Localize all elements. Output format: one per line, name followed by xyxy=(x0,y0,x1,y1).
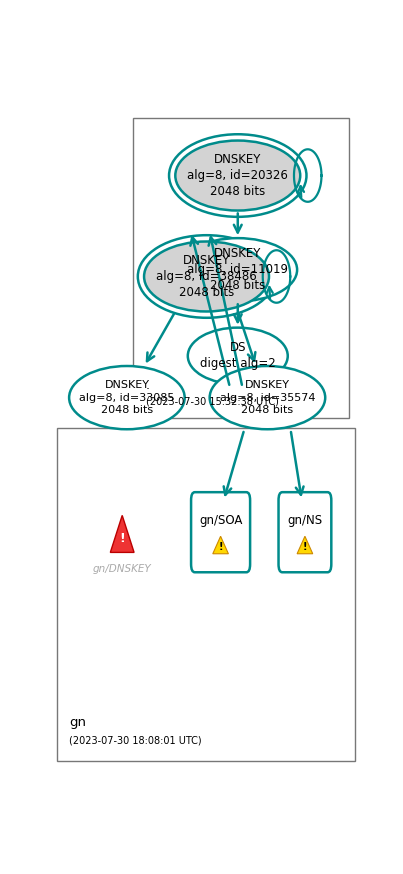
Text: DNSKEY
alg=8, id=20326
2048 bits: DNSKEY alg=8, id=20326 2048 bits xyxy=(187,153,288,198)
Text: gn: gn xyxy=(69,716,86,729)
Ellipse shape xyxy=(179,238,297,302)
Text: !: ! xyxy=(303,542,307,552)
Ellipse shape xyxy=(175,141,300,211)
Text: gn/SOA: gn/SOA xyxy=(199,514,242,527)
Text: .: . xyxy=(145,379,150,392)
FancyBboxPatch shape xyxy=(133,118,349,418)
FancyBboxPatch shape xyxy=(278,492,331,572)
Text: (2023-07-30 15:32:38 UTC): (2023-07-30 15:32:38 UTC) xyxy=(145,397,278,406)
Text: !: ! xyxy=(119,532,125,545)
Text: DS
digest alg=2: DS digest alg=2 xyxy=(200,342,276,371)
FancyBboxPatch shape xyxy=(56,428,355,761)
Text: DNSKEY
alg=8, id=11019
2048 bits: DNSKEY alg=8, id=11019 2048 bits xyxy=(187,247,288,292)
Text: (2023-07-30 18:08:01 UTC): (2023-07-30 18:08:01 UTC) xyxy=(69,736,202,746)
Text: gn/NS: gn/NS xyxy=(287,514,322,527)
Text: DNSKEY
alg=8, id=33085
2048 bits: DNSKEY alg=8, id=33085 2048 bits xyxy=(79,380,174,415)
FancyBboxPatch shape xyxy=(191,492,250,572)
Ellipse shape xyxy=(210,366,325,429)
Text: gn/DNSKEY: gn/DNSKEY xyxy=(93,565,152,574)
Ellipse shape xyxy=(188,328,288,385)
Ellipse shape xyxy=(144,241,269,311)
Text: !: ! xyxy=(218,542,223,552)
Ellipse shape xyxy=(69,366,185,429)
Polygon shape xyxy=(110,516,134,552)
Text: DNSKEY
alg=8, id=35574
2048 bits: DNSKEY alg=8, id=35574 2048 bits xyxy=(220,380,315,415)
Text: DNSKEY
alg=8, id=38486
2048 bits: DNSKEY alg=8, id=38486 2048 bits xyxy=(156,254,257,299)
Polygon shape xyxy=(213,537,229,554)
Polygon shape xyxy=(297,537,313,554)
